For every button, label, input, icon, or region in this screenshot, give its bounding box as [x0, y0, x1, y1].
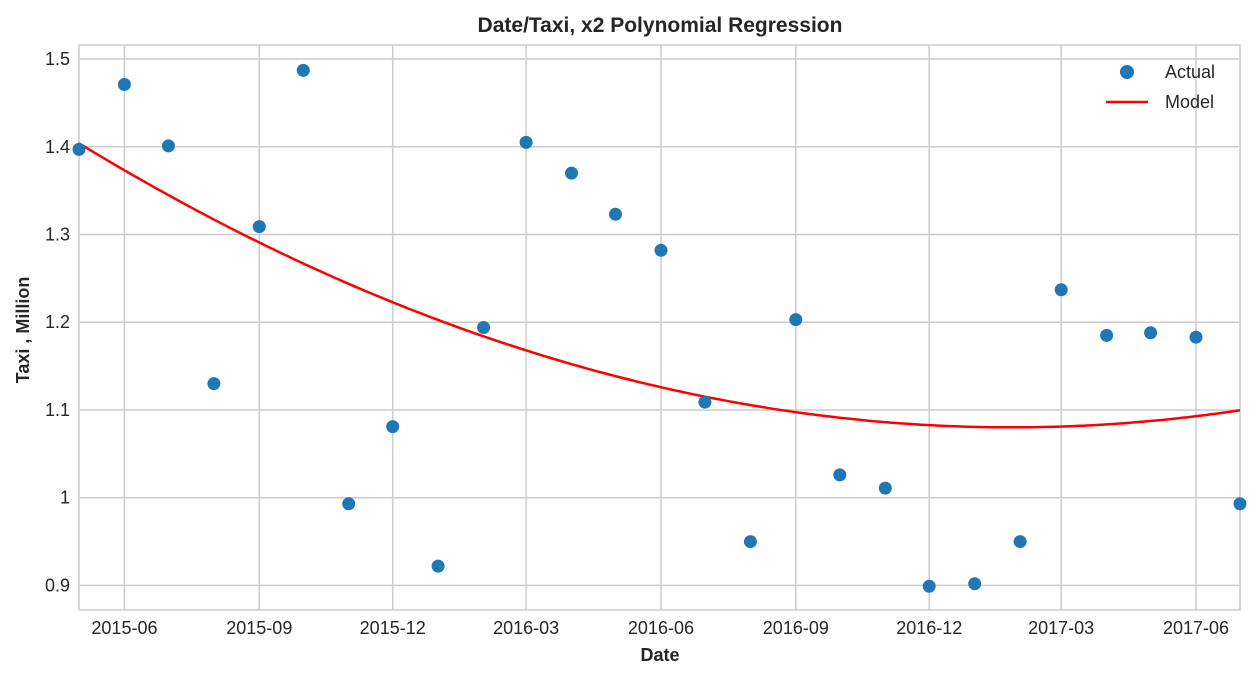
actual-point: [207, 377, 221, 391]
actual-point: [1144, 326, 1158, 340]
actual-point: [968, 577, 982, 591]
actual-point: [296, 63, 310, 77]
actual-point: [161, 139, 175, 153]
x-tick-label: 2016-12: [896, 618, 962, 638]
y-tick-label: 1.1: [45, 400, 70, 420]
actual-point: [833, 468, 847, 482]
chart-title: Date/Taxi, x2 Polynomial Regression: [478, 14, 843, 37]
actual-point: [1013, 535, 1027, 549]
actual-point: [789, 313, 803, 327]
y-tick-label: 1.3: [45, 225, 70, 245]
actual-point: [1233, 497, 1247, 511]
actual-point: [386, 420, 400, 434]
actual-point: [1054, 283, 1068, 297]
y-tick-label: 1.2: [45, 312, 70, 332]
y-tick-label: 1.4: [45, 137, 70, 157]
legend-actual-marker: [1120, 65, 1134, 79]
y-tick-label: 1: [60, 488, 70, 508]
grid-lines: [79, 45, 1240, 610]
y-axis-ticks: 0.9 1 1.1 1.2 1.3 1.4 1.5: [45, 49, 70, 595]
actual-point: [117, 78, 131, 91]
actual-point: [1100, 328, 1114, 342]
actual-series: [72, 63, 1247, 593]
x-axis-ticks: 2015-06 2015-09 2015-12 2016-03 2016-06 2016-…: [91, 618, 1229, 638]
x-tick-label: 2017-06: [1163, 618, 1229, 638]
x-tick-label: 2015-06: [91, 618, 157, 638]
actual-point: [477, 321, 491, 334]
legend: Actual Model: [1106, 62, 1215, 112]
actual-point: [922, 579, 936, 593]
actual-point: [342, 497, 356, 511]
legend-actual-label: Actual: [1165, 62, 1215, 82]
actual-point: [743, 535, 757, 549]
x-tick-label: 2017-03: [1028, 618, 1094, 638]
x-axis-label: Date: [640, 645, 679, 665]
y-axis-label: Taxi , Million: [13, 277, 33, 384]
x-tick-label: 2015-12: [360, 618, 426, 638]
actual-point: [519, 135, 533, 149]
plot-frame: [78, 44, 1241, 611]
actual-point: [698, 395, 712, 409]
x-tick-label: 2015-09: [226, 618, 292, 638]
model-series: [78, 142, 1241, 429]
actual-point: [609, 207, 622, 221]
actual-point: [431, 559, 445, 573]
y-tick-label: 0.9: [45, 575, 70, 595]
actual-point: [252, 220, 266, 234]
actual-point: [878, 481, 892, 495]
model-line: [78, 142, 1241, 429]
actual-point: [1189, 330, 1203, 344]
x-tick-label: 2016-06: [628, 618, 694, 638]
actual-point: [654, 243, 668, 257]
legend-model-label: Model: [1165, 92, 1214, 112]
x-tick-label: 2016-09: [763, 618, 829, 638]
actual-point: [72, 142, 86, 156]
actual-point: [565, 166, 578, 180]
x-tick-label: 2016-03: [493, 618, 559, 638]
y-tick-label: 1.5: [45, 49, 70, 69]
